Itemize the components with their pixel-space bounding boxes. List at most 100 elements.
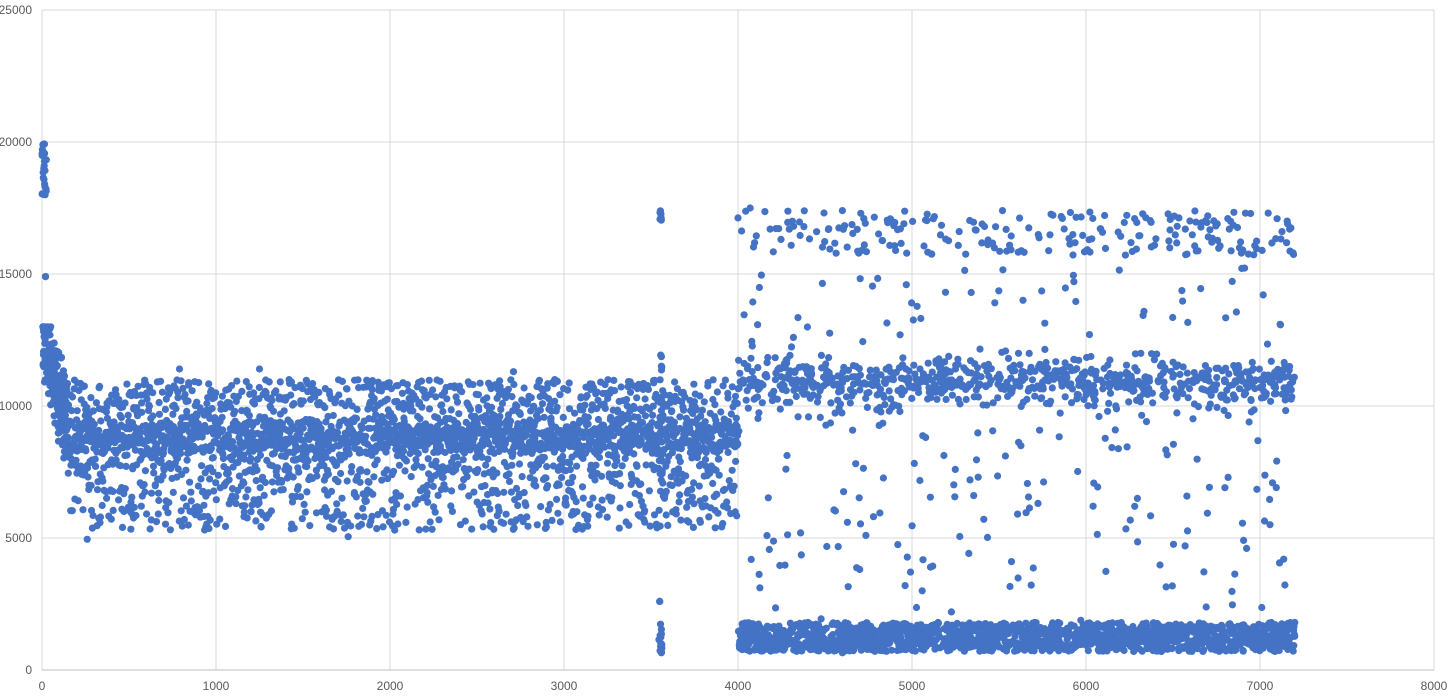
data-point <box>923 210 931 218</box>
data-point <box>287 378 296 386</box>
data-point <box>676 458 684 466</box>
data-point <box>709 376 717 384</box>
data-point <box>340 524 349 532</box>
data-point <box>817 351 826 359</box>
data-point <box>42 156 50 164</box>
data-point <box>247 508 255 516</box>
data-point <box>147 489 156 497</box>
data-point <box>657 362 666 370</box>
data-point <box>138 399 146 407</box>
data-point <box>443 395 451 403</box>
data-point <box>1035 234 1043 242</box>
data-point <box>360 513 368 521</box>
data-point <box>736 369 744 377</box>
data-point <box>334 478 342 486</box>
data-point <box>48 365 57 373</box>
data-point <box>461 517 469 525</box>
data-point <box>840 488 848 496</box>
data-point <box>423 481 431 489</box>
data-point <box>179 494 188 502</box>
data-point <box>831 507 840 515</box>
data-point <box>219 426 227 434</box>
data-point <box>1094 483 1102 491</box>
data-point <box>655 506 663 514</box>
data-point <box>536 406 545 414</box>
data-point <box>138 408 146 416</box>
data-point <box>90 420 98 428</box>
data-point <box>804 413 813 421</box>
data-point <box>1038 394 1046 402</box>
data-point <box>662 487 670 495</box>
data-point <box>470 488 478 496</box>
data-point <box>885 387 893 395</box>
data-point <box>522 501 530 510</box>
data-point <box>1106 389 1115 397</box>
data-point <box>732 457 740 465</box>
data-point <box>579 494 587 502</box>
data-point <box>298 515 306 523</box>
data-point <box>724 394 732 402</box>
data-point <box>752 232 760 240</box>
data-point <box>424 498 432 506</box>
data-point <box>219 454 227 463</box>
data-point <box>359 504 367 512</box>
data-point <box>976 345 984 353</box>
data-point <box>747 354 755 362</box>
data-point <box>255 383 263 392</box>
data-point <box>977 373 985 381</box>
data-point <box>657 399 666 407</box>
data-point <box>869 513 878 521</box>
data-point <box>448 487 456 495</box>
data-point <box>538 400 547 408</box>
data-point <box>73 407 81 415</box>
data-point <box>711 524 719 532</box>
data-point <box>832 249 840 257</box>
data-point <box>680 406 688 414</box>
data-point <box>224 469 232 477</box>
data-point <box>1066 208 1074 217</box>
data-point <box>980 222 989 231</box>
data-point <box>618 462 626 470</box>
data-point <box>54 401 62 409</box>
data-point <box>140 450 148 458</box>
data-point <box>658 438 666 446</box>
data-point <box>301 508 309 516</box>
data-point <box>425 376 433 384</box>
data-point <box>784 531 792 539</box>
data-point <box>1063 374 1071 382</box>
data-point <box>487 519 495 527</box>
data-point <box>143 389 151 397</box>
data-point <box>224 432 233 440</box>
data-point <box>659 479 667 487</box>
data-point <box>1023 395 1031 403</box>
data-point <box>514 501 522 510</box>
data-point <box>908 522 916 530</box>
data-point <box>235 472 243 480</box>
data-point <box>951 493 959 501</box>
data-point <box>161 405 169 413</box>
data-point <box>748 342 756 350</box>
data-point <box>662 511 670 519</box>
data-point <box>956 400 964 408</box>
data-point <box>205 524 213 533</box>
data-point <box>589 494 597 502</box>
data-point <box>89 407 97 415</box>
data-point <box>64 401 73 409</box>
data-point <box>321 486 329 494</box>
data-point <box>83 403 91 412</box>
data-point <box>345 450 353 458</box>
data-point <box>140 481 148 489</box>
data-point <box>527 394 535 402</box>
data-point <box>831 239 839 247</box>
data-point <box>321 404 329 412</box>
data-point <box>335 391 343 399</box>
data-point <box>754 364 762 372</box>
data-point <box>260 491 268 499</box>
data-point <box>145 402 153 410</box>
data-point <box>1101 211 1109 220</box>
data-point <box>715 455 723 463</box>
data-point <box>818 279 827 287</box>
data-point <box>535 376 544 384</box>
data-point <box>1111 426 1119 434</box>
data-point <box>573 508 581 516</box>
